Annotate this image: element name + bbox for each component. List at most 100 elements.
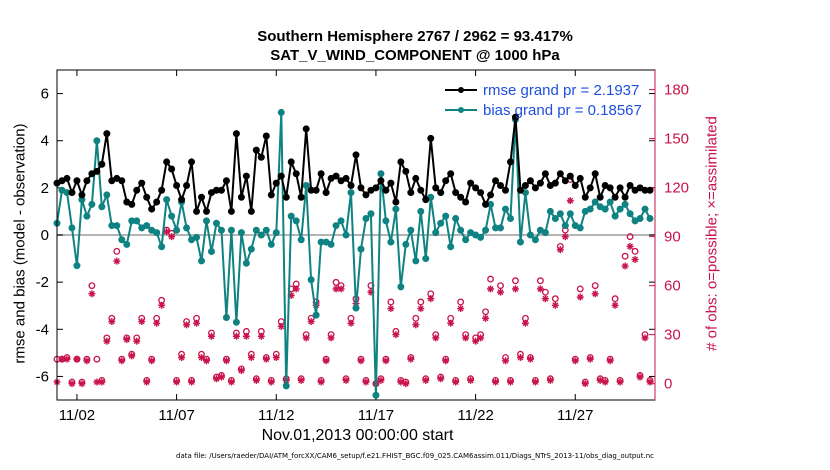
rmse-point	[347, 182, 355, 189]
rmse-point	[611, 193, 619, 201]
obs-possible-marker	[487, 275, 494, 283]
obs-assimilated-marker	[118, 357, 126, 365]
obs-assimilated-stroke	[572, 357, 579, 364]
bias-point	[93, 137, 101, 145]
obs-assimilated-marker	[407, 355, 415, 363]
obs-assimilated-marker	[193, 319, 201, 327]
obs-assimilated-stroke	[363, 379, 369, 385]
obs-assimilated-marker	[153, 319, 161, 327]
rmse-point	[452, 189, 460, 197]
obs-assimilated-stroke	[532, 379, 539, 385]
bias-point	[342, 231, 350, 239]
obs-assimilated-marker	[178, 354, 186, 362]
obs-assimilated-stroke	[507, 379, 514, 385]
obs-assimilated-stroke	[69, 380, 75, 387]
obs-assimilated-stroke	[387, 305, 394, 312]
bias-point	[252, 226, 260, 234]
x-tick-label: 11/07	[158, 407, 194, 424]
obs-assimilated-marker	[73, 355, 81, 363]
bias-point	[502, 205, 509, 213]
rmse-point	[262, 132, 270, 140]
obs-assimilated-stroke	[607, 357, 614, 364]
legend-bias-marker	[458, 107, 464, 113]
rmse-point	[472, 184, 480, 192]
bias-point	[73, 262, 81, 270]
bias-point	[541, 229, 549, 237]
x-tick-label: 11/22	[457, 407, 493, 424]
rmse-point	[257, 153, 265, 161]
obs-assimilated-marker	[581, 380, 589, 388]
rmse-point	[521, 182, 529, 189]
obs-assimilated-marker	[247, 354, 255, 362]
obs-possible-marker	[541, 288, 549, 296]
obs-assimilated-stroke	[407, 356, 414, 363]
rmse-point	[442, 177, 450, 185]
obs-assimilated-marker	[427, 295, 435, 303]
bias-point	[163, 196, 171, 204]
rmse-point	[83, 177, 91, 185]
rmse-point	[392, 198, 400, 206]
bias-point	[397, 283, 405, 291]
bias-point	[272, 229, 280, 237]
bias-point	[641, 205, 649, 213]
rmse-point	[477, 189, 485, 197]
rmse-point	[497, 182, 505, 189]
rmse-point	[352, 151, 360, 159]
bias-point	[173, 226, 181, 234]
rmse-point	[63, 174, 71, 182]
y-tick-label-left: 2	[41, 180, 49, 197]
obs-assimilated-marker	[262, 355, 270, 363]
obs-assimilated-marker	[536, 285, 544, 293]
y-tick-label-right: 180	[664, 82, 689, 99]
obs-assimilated-stroke	[358, 357, 364, 364]
obs-assimilated-marker	[506, 378, 514, 386]
rmse-point	[203, 207, 210, 215]
obs-assimilated-stroke	[333, 285, 340, 292]
obs-assimilated-marker	[113, 257, 121, 265]
bias-point	[561, 222, 569, 230]
bias-point	[477, 233, 485, 241]
obs-assimilated-stroke	[158, 302, 165, 309]
obs-assimilated-stroke	[228, 379, 235, 385]
bias-point	[257, 231, 265, 239]
obs-assimilated-marker	[158, 301, 166, 309]
obs-assimilated-stroke	[93, 379, 100, 385]
obs-assimilated-stroke	[118, 357, 125, 364]
legend-rmse-label: rmse grand pr = 2.1937	[483, 82, 639, 99]
obs-assimilated-stroke	[447, 320, 454, 327]
bias-point	[516, 238, 524, 246]
obs-assimilated-marker	[412, 321, 420, 329]
rmse-point	[382, 186, 390, 194]
bias-point	[601, 205, 609, 213]
obs-assimilated-stroke	[552, 302, 559, 309]
rmse-point	[287, 158, 295, 166]
obs-assimilated-marker	[626, 242, 634, 250]
obs-assimilated-stroke	[208, 333, 215, 340]
obs-assimilated-stroke	[323, 357, 330, 364]
obs-assimilated-marker	[566, 197, 574, 205]
obs-assimilated-marker	[108, 318, 116, 326]
obs-assimilated-marker	[487, 285, 495, 293]
rmse-point	[596, 193, 604, 201]
obs-assimilated-marker	[556, 246, 564, 254]
rmse-point	[237, 193, 245, 201]
bias-point	[297, 236, 305, 244]
obs-assimilated-stroke	[308, 318, 315, 325]
obs-assimilated-marker	[417, 305, 425, 313]
rmse-point	[232, 130, 240, 138]
obs-assimilated-stroke	[64, 356, 70, 363]
rmse-point	[526, 177, 534, 185]
obs-assimilated-marker	[616, 378, 624, 386]
obs-assimilated-stroke	[268, 379, 275, 385]
rmse-point	[581, 193, 589, 201]
obs-assimilated-stroke	[592, 290, 599, 297]
bias-point	[282, 382, 290, 390]
obs-assimilated-stroke	[562, 233, 569, 240]
obs-assimilated-stroke	[238, 367, 245, 374]
obs-assimilated-stroke	[59, 356, 65, 363]
obs-assimilated-marker	[546, 376, 554, 384]
rmse-point	[103, 130, 111, 138]
rmse-point	[188, 158, 196, 166]
rmse-point	[277, 172, 285, 180]
obs-assimilated-stroke	[193, 320, 200, 327]
